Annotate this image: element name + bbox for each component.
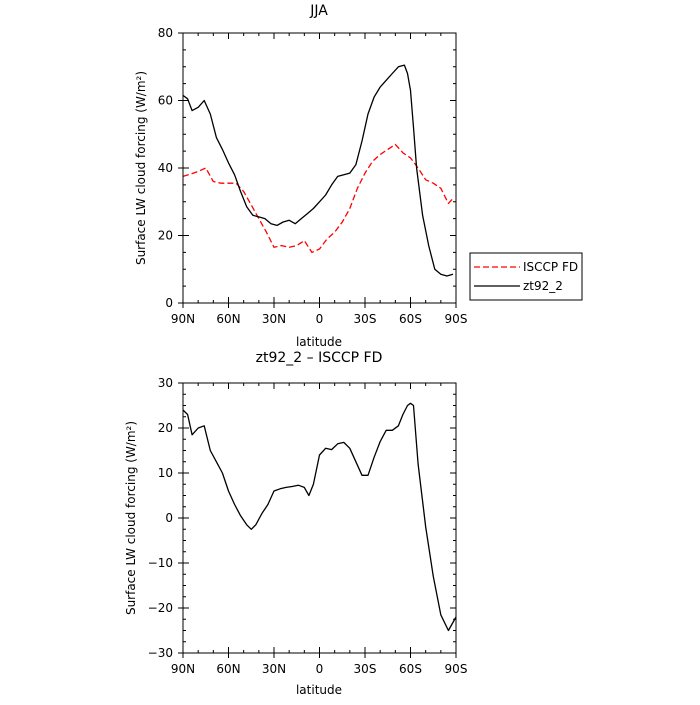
- top-chart-y-tick-label: 80: [158, 26, 173, 40]
- bottom-chart-y-tick-label: 10: [158, 466, 173, 480]
- top-chart-x-tick-label: 30N: [262, 312, 286, 326]
- bottom-chart-title: zt92_2 – ISCCP FD: [256, 350, 383, 366]
- top-chart-series-line-isccp-fd: [182, 143, 454, 254]
- top-chart-y-ticks: 0 20 40 60 80: [158, 26, 456, 310]
- bottom-chart-x-tick-label: 30N: [262, 662, 286, 676]
- bottom-chart-x-tick-label: 0: [316, 662, 324, 676]
- bottom-chart-y-tick-label: −10: [148, 556, 173, 570]
- top-chart-y-tick-label: 0: [165, 296, 173, 310]
- legend-label-isccp-fd: ISCCP FD: [523, 260, 578, 274]
- bottom-chart-y-tick-label: −30: [148, 646, 173, 660]
- bottom-chart-plot-frame: [182, 382, 457, 654]
- top-chart-ylabel: Surface LW cloud forcing (W/m²): [134, 71, 148, 265]
- top-chart-series-line-zt92-2: [182, 64, 454, 277]
- bottom-chart-y-ticks: −30 −20 −10 0 10 20 30: [148, 376, 456, 660]
- bottom-chart-x-tick-label: 60S: [399, 662, 422, 676]
- bottom-chart-x-ticks: 90N 60N 30N 0 30S 60S 90S: [171, 383, 468, 676]
- bottom-chart-x-tick-label: 90N: [171, 662, 195, 676]
- bottom-chart-y-tick-label: 20: [158, 421, 173, 435]
- bottom-chart-ylabel: Surface LW cloud forcing (W/m²): [124, 421, 138, 615]
- top-chart-title: JJA: [309, 3, 328, 19]
- top-chart-x-tick-label: 60S: [399, 312, 422, 326]
- bottom-chart-panel: zt92_2 – ISCCP FD latitude Surface LW cl…: [124, 350, 467, 697]
- bottom-chart-xlabel: latitude: [296, 683, 342, 697]
- top-chart-legend: ISCCP FD zt92_2: [469, 252, 583, 301]
- bottom-chart-y-tick-label: 30: [158, 376, 173, 390]
- bottom-chart-x-tick-label: 30S: [354, 662, 377, 676]
- top-chart-x-tick-label: 30S: [354, 312, 377, 326]
- legend-box: [469, 252, 583, 301]
- bottom-chart-y-tick-label: 0: [165, 511, 173, 525]
- top-chart-x-tick-label: 0: [316, 312, 324, 326]
- top-chart-xlabel: latitude: [296, 335, 342, 349]
- top-chart-x-ticks: 90N 60N 30N 0 30S 60S 90S: [171, 33, 468, 326]
- top-chart-y-tick-label: 40: [158, 161, 173, 175]
- top-chart-plot-frame: [182, 32, 457, 304]
- bottom-chart-series-line-series-0: [182, 402, 457, 632]
- top-chart-x-tick-label: 90S: [445, 312, 468, 326]
- top-chart-panel: JJA latitude Surface LW cloud forcing (W…: [134, 3, 467, 349]
- top-chart-x-tick-label: 90N: [171, 312, 195, 326]
- top-chart-x-tick-label: 60N: [216, 312, 240, 326]
- bottom-chart-x-tick-label: 90S: [445, 662, 468, 676]
- top-chart-series: [182, 64, 454, 277]
- bottom-chart-y-tick-label: −20: [148, 601, 173, 615]
- top-chart-y-tick-label: 20: [158, 229, 173, 243]
- bottom-chart-series: [182, 402, 457, 632]
- legend-label-zt92-2: zt92_2: [523, 279, 563, 293]
- bottom-chart-x-tick-label: 60N: [216, 662, 240, 676]
- top-chart-y-tick-label: 60: [158, 94, 173, 108]
